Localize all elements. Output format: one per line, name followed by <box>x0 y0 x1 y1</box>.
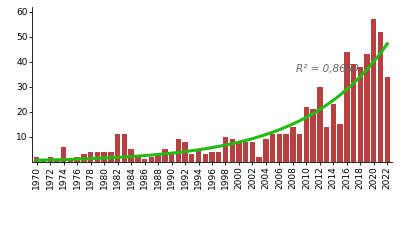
Bar <box>358 67 363 162</box>
Bar <box>122 135 127 162</box>
Bar <box>162 149 168 162</box>
Bar <box>95 152 100 162</box>
Bar <box>230 140 235 162</box>
Bar <box>297 135 302 162</box>
Bar <box>142 160 147 162</box>
Bar <box>202 155 208 162</box>
Bar <box>81 155 87 162</box>
Bar <box>256 157 262 162</box>
Bar <box>284 135 289 162</box>
Bar <box>290 127 296 162</box>
Bar <box>102 152 107 162</box>
Bar <box>108 152 114 162</box>
Bar <box>243 142 248 162</box>
Bar <box>169 152 174 162</box>
Bar <box>196 149 201 162</box>
Bar <box>41 160 46 162</box>
Bar <box>209 152 215 162</box>
Bar <box>270 135 275 162</box>
Bar <box>324 127 329 162</box>
Bar <box>310 109 316 162</box>
Bar <box>236 142 242 162</box>
Bar <box>155 155 161 162</box>
Bar <box>182 142 188 162</box>
Bar <box>34 157 40 162</box>
Bar <box>364 54 370 162</box>
Bar <box>317 87 322 162</box>
Bar <box>115 135 120 162</box>
Bar <box>128 149 134 162</box>
Bar <box>263 140 269 162</box>
Bar <box>384 77 390 162</box>
Bar <box>216 152 222 162</box>
Bar <box>135 157 140 162</box>
Bar <box>223 137 228 162</box>
Bar <box>48 157 53 162</box>
Bar <box>250 142 255 162</box>
Bar <box>74 157 80 162</box>
Bar <box>378 32 383 162</box>
Bar <box>68 160 73 162</box>
Bar <box>331 104 336 162</box>
Bar <box>351 64 356 162</box>
Bar <box>189 155 194 162</box>
Bar <box>344 52 350 162</box>
Bar <box>149 157 154 162</box>
Bar <box>277 135 282 162</box>
Bar <box>88 152 93 162</box>
Bar <box>61 147 66 162</box>
Text: R² = 0,8669: R² = 0,8669 <box>296 64 359 74</box>
Bar <box>337 124 343 162</box>
Bar <box>176 140 181 162</box>
Bar <box>54 160 60 162</box>
Bar <box>304 107 309 162</box>
Bar <box>371 19 376 162</box>
